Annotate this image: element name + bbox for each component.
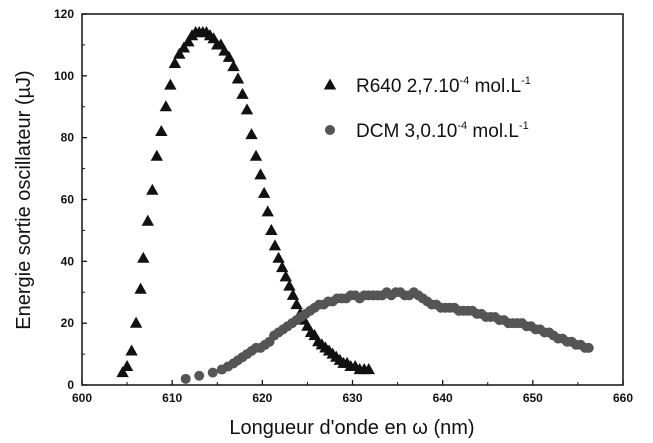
data-point — [227, 60, 240, 72]
data-point — [125, 344, 138, 356]
legend-marker — [325, 125, 335, 135]
data-point — [583, 342, 594, 353]
data-point — [236, 87, 249, 99]
legend-unit-exponent: -1 — [519, 120, 529, 132]
data-point — [283, 279, 296, 291]
y-axis-label: Energie sortie oscillateur (µJ) — [13, 70, 35, 329]
data-point — [168, 56, 182, 69]
data-point — [257, 186, 271, 198]
x-axis-ticks: 600 610 620 630 640 650 660 — [72, 380, 633, 405]
y-tick-label: 0 — [67, 378, 74, 392]
data-point — [231, 72, 245, 84]
data-point — [249, 149, 263, 161]
y-tick-label: 60 — [61, 193, 75, 207]
data-point — [362, 363, 375, 375]
x-axis-label: Longueur d'onde en ω (nm) — [229, 417, 474, 439]
x-tick-label: 630 — [342, 391, 362, 405]
data-point — [173, 47, 186, 59]
legend-label: R640 2,7.10 — [356, 76, 460, 97]
data-point — [155, 124, 168, 137]
data-point — [182, 35, 195, 47]
y-tick-label: 120 — [54, 7, 74, 21]
series-layer — [116, 26, 594, 384]
legend-entry: DCM 3,0.10-4 mol.L-1 — [356, 120, 529, 142]
legend-marker — [323, 78, 337, 90]
data-point — [222, 50, 236, 62]
x-tick-label: 640 — [433, 391, 453, 405]
y-tick-label: 20 — [61, 316, 75, 330]
data-point — [240, 103, 254, 115]
data-point — [134, 282, 147, 294]
series-2 — [180, 287, 594, 384]
data-point — [164, 78, 177, 90]
data-point — [120, 359, 134, 371]
legend-unit: mol.L — [467, 121, 519, 142]
legend-label: DCM 3,0.10 — [356, 121, 457, 142]
data-point — [254, 168, 267, 180]
data-point — [141, 214, 154, 226]
x-tick-label: 650 — [523, 391, 543, 405]
data-point — [268, 239, 282, 251]
data-point — [261, 205, 274, 217]
x-tick-label: 660 — [613, 391, 633, 405]
data-point — [146, 183, 159, 195]
data-point — [279, 270, 292, 282]
data-point — [290, 298, 303, 310]
data-point — [129, 316, 143, 328]
y-tick-label: 100 — [54, 69, 74, 83]
data-point — [159, 100, 173, 112]
y-tick-label: 80 — [61, 131, 75, 145]
data-point — [180, 373, 191, 384]
series-1 — [116, 26, 375, 378]
data-point — [194, 370, 205, 381]
data-point — [207, 367, 218, 378]
legend-exponent: -4 — [457, 120, 467, 132]
data-point — [116, 366, 129, 378]
legend-entry: R640 2,7.10-4 mol.L-1 — [356, 75, 531, 97]
data-point — [286, 288, 300, 300]
y-tick-label: 40 — [61, 254, 75, 268]
x-tick-label: 620 — [252, 391, 272, 405]
x-tick-label: 610 — [162, 391, 182, 405]
data-point — [275, 261, 289, 273]
y-axis-ticks: 0 20 40 60 80 100 120 — [54, 7, 87, 392]
data-point — [245, 128, 258, 140]
data-point — [177, 41, 191, 53]
legend-unit: mol.L — [469, 76, 521, 97]
data-point — [272, 251, 285, 263]
data-point — [265, 223, 278, 235]
legend-exponent: -4 — [460, 75, 470, 87]
legend-unit-exponent: -1 — [521, 75, 531, 87]
data-point — [150, 149, 164, 161]
x-tick-label: 600 — [72, 391, 92, 405]
data-point — [137, 251, 150, 263]
data-point — [218, 44, 231, 56]
